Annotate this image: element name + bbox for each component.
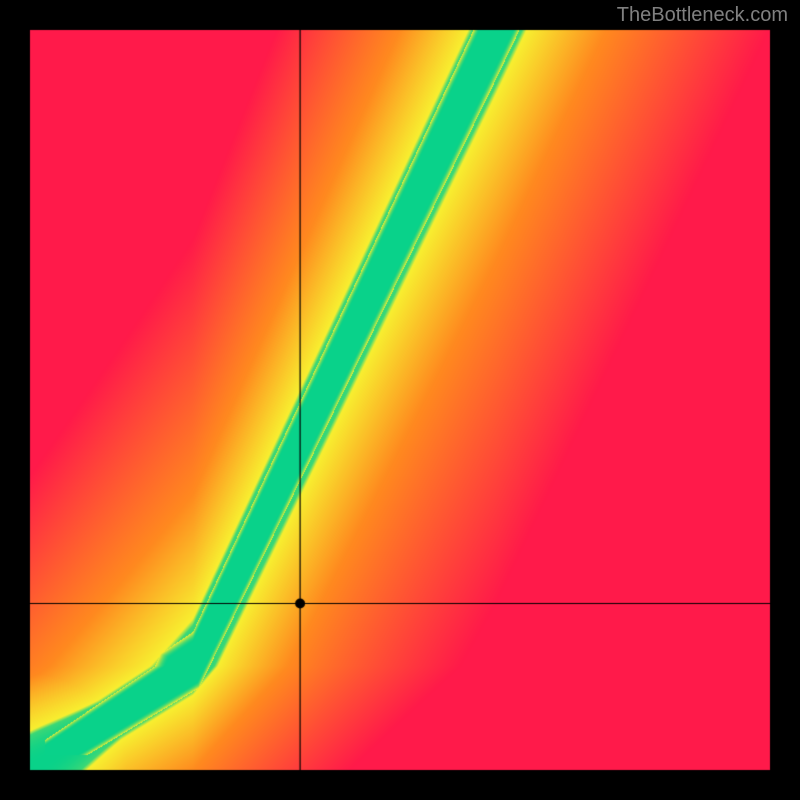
chart-container: TheBottleneck.com [0, 0, 800, 800]
heatmap-canvas [0, 0, 800, 800]
watermark-text: TheBottleneck.com [617, 4, 788, 27]
